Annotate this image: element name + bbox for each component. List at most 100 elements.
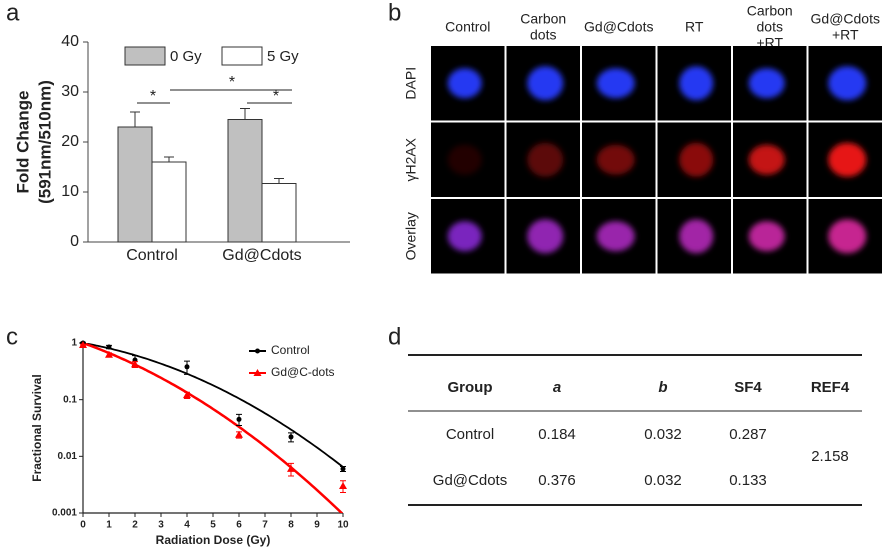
column-header: Carbon <box>520 11 566 27</box>
table-header: Group <box>448 379 493 396</box>
panel-label: c <box>6 323 18 350</box>
row-label: DAPI <box>403 67 419 100</box>
nucleus <box>828 66 867 101</box>
x-tick-label: Control <box>126 247 178 264</box>
y-axis-label: Fractional Survival <box>30 374 44 481</box>
marker <box>106 344 112 350</box>
y-tick-label: 0.01 <box>58 451 78 462</box>
y-tick-label: 30 <box>61 83 79 100</box>
table-rules <box>408 354 862 506</box>
nucleus <box>527 142 564 177</box>
panel-label: b <box>388 0 401 26</box>
fit-curve <box>83 343 343 513</box>
table-cell: 0.133 <box>729 472 767 489</box>
table-cell: 0.032 <box>644 426 682 443</box>
significance-brackets <box>137 89 292 104</box>
panel-label: d <box>388 323 401 350</box>
nucleus <box>679 142 714 177</box>
nucleus <box>828 142 867 177</box>
table-cell: Control <box>446 426 494 443</box>
error-bar <box>130 111 140 127</box>
table-header: SF4 <box>734 379 762 396</box>
legend-label: Gd@C-dots <box>271 365 335 379</box>
x-tick-label: 1 <box>106 520 112 531</box>
x-tick-label: 3 <box>158 520 164 531</box>
nucleus <box>527 66 564 101</box>
column-header: RT <box>685 19 704 35</box>
column-header: dots <box>757 19 783 35</box>
y-tick-label: 40 <box>61 33 79 50</box>
x-tick-label: 9 <box>314 520 320 531</box>
nucleus <box>447 221 482 252</box>
table-cell: Gd@Cdots <box>433 472 507 489</box>
marker <box>183 391 191 399</box>
y-tick-label: 1 <box>71 338 77 349</box>
y-tick-label: 0.1 <box>63 394 77 405</box>
table-cell: 0.184 <box>538 426 576 443</box>
y-tick-label: 0 <box>70 233 79 250</box>
x-tick-label: Gd@Cdots <box>222 247 301 264</box>
legend-marker <box>255 348 260 354</box>
nucleus <box>447 68 482 99</box>
row-label: Overlay <box>403 212 419 260</box>
table-cell: 0.032 <box>644 472 682 489</box>
marker <box>235 430 243 438</box>
marker <box>131 360 139 368</box>
annotation: * <box>150 88 156 105</box>
x-tick-label: 6 <box>236 520 242 531</box>
nucleus <box>527 219 564 254</box>
bar <box>261 183 297 243</box>
error-bar <box>240 108 250 120</box>
x-tick-label: 5 <box>210 520 216 531</box>
marker <box>184 364 190 370</box>
marker <box>339 481 347 489</box>
panel-label: a <box>6 0 20 26</box>
x-tick-label: 7 <box>262 520 268 531</box>
column-header: +RT <box>832 27 859 43</box>
marker <box>287 464 295 472</box>
table-cell: 0.287 <box>729 426 767 443</box>
annotation: * <box>229 74 235 91</box>
y-tick-label: 20 <box>61 133 79 150</box>
marker <box>340 466 346 472</box>
y-axis-label: (591nm/510nm) <box>35 80 54 204</box>
legend-marker <box>253 369 262 376</box>
bar <box>117 126 153 243</box>
marker <box>288 434 294 440</box>
column-header: Gd@Cdots <box>811 11 880 27</box>
nucleus <box>679 66 714 101</box>
table-header: a <box>553 379 561 396</box>
row-label: γH2AX <box>403 137 419 181</box>
error-bar <box>164 156 174 162</box>
table-cell: 0.376 <box>538 472 576 489</box>
error-bar <box>274 178 284 184</box>
bar <box>227 119 263 243</box>
x-tick-label: 8 <box>288 520 294 531</box>
nucleus <box>596 221 635 252</box>
y-axis-label: Fold Change <box>13 91 32 194</box>
marker <box>105 350 113 358</box>
legend-swatch <box>221 46 263 66</box>
nucleus <box>748 68 785 99</box>
column-header: Control <box>445 19 490 35</box>
marker <box>236 416 242 422</box>
table-cell: 2.158 <box>811 448 849 465</box>
nucleus <box>679 219 714 254</box>
nucleus <box>447 144 482 175</box>
bar <box>151 161 187 243</box>
x-tick-label: 10 <box>337 520 349 531</box>
column-header: dots <box>530 27 556 43</box>
marker <box>79 341 87 349</box>
legend-label: 0 Gy <box>170 48 202 65</box>
annotation: * <box>273 88 279 105</box>
plot-area <box>83 343 343 513</box>
legend-swatch <box>124 46 166 66</box>
nucleus <box>748 221 785 252</box>
legend-label: Control <box>271 343 310 357</box>
legend-label: 5 Gy <box>267 48 299 65</box>
table-header: REF4 <box>811 379 850 396</box>
y-tick-label: 0.001 <box>52 508 77 519</box>
column-header: Gd@Cdots <box>584 19 653 35</box>
x-axis-label: Radiation Dose (Gy) <box>156 533 271 547</box>
